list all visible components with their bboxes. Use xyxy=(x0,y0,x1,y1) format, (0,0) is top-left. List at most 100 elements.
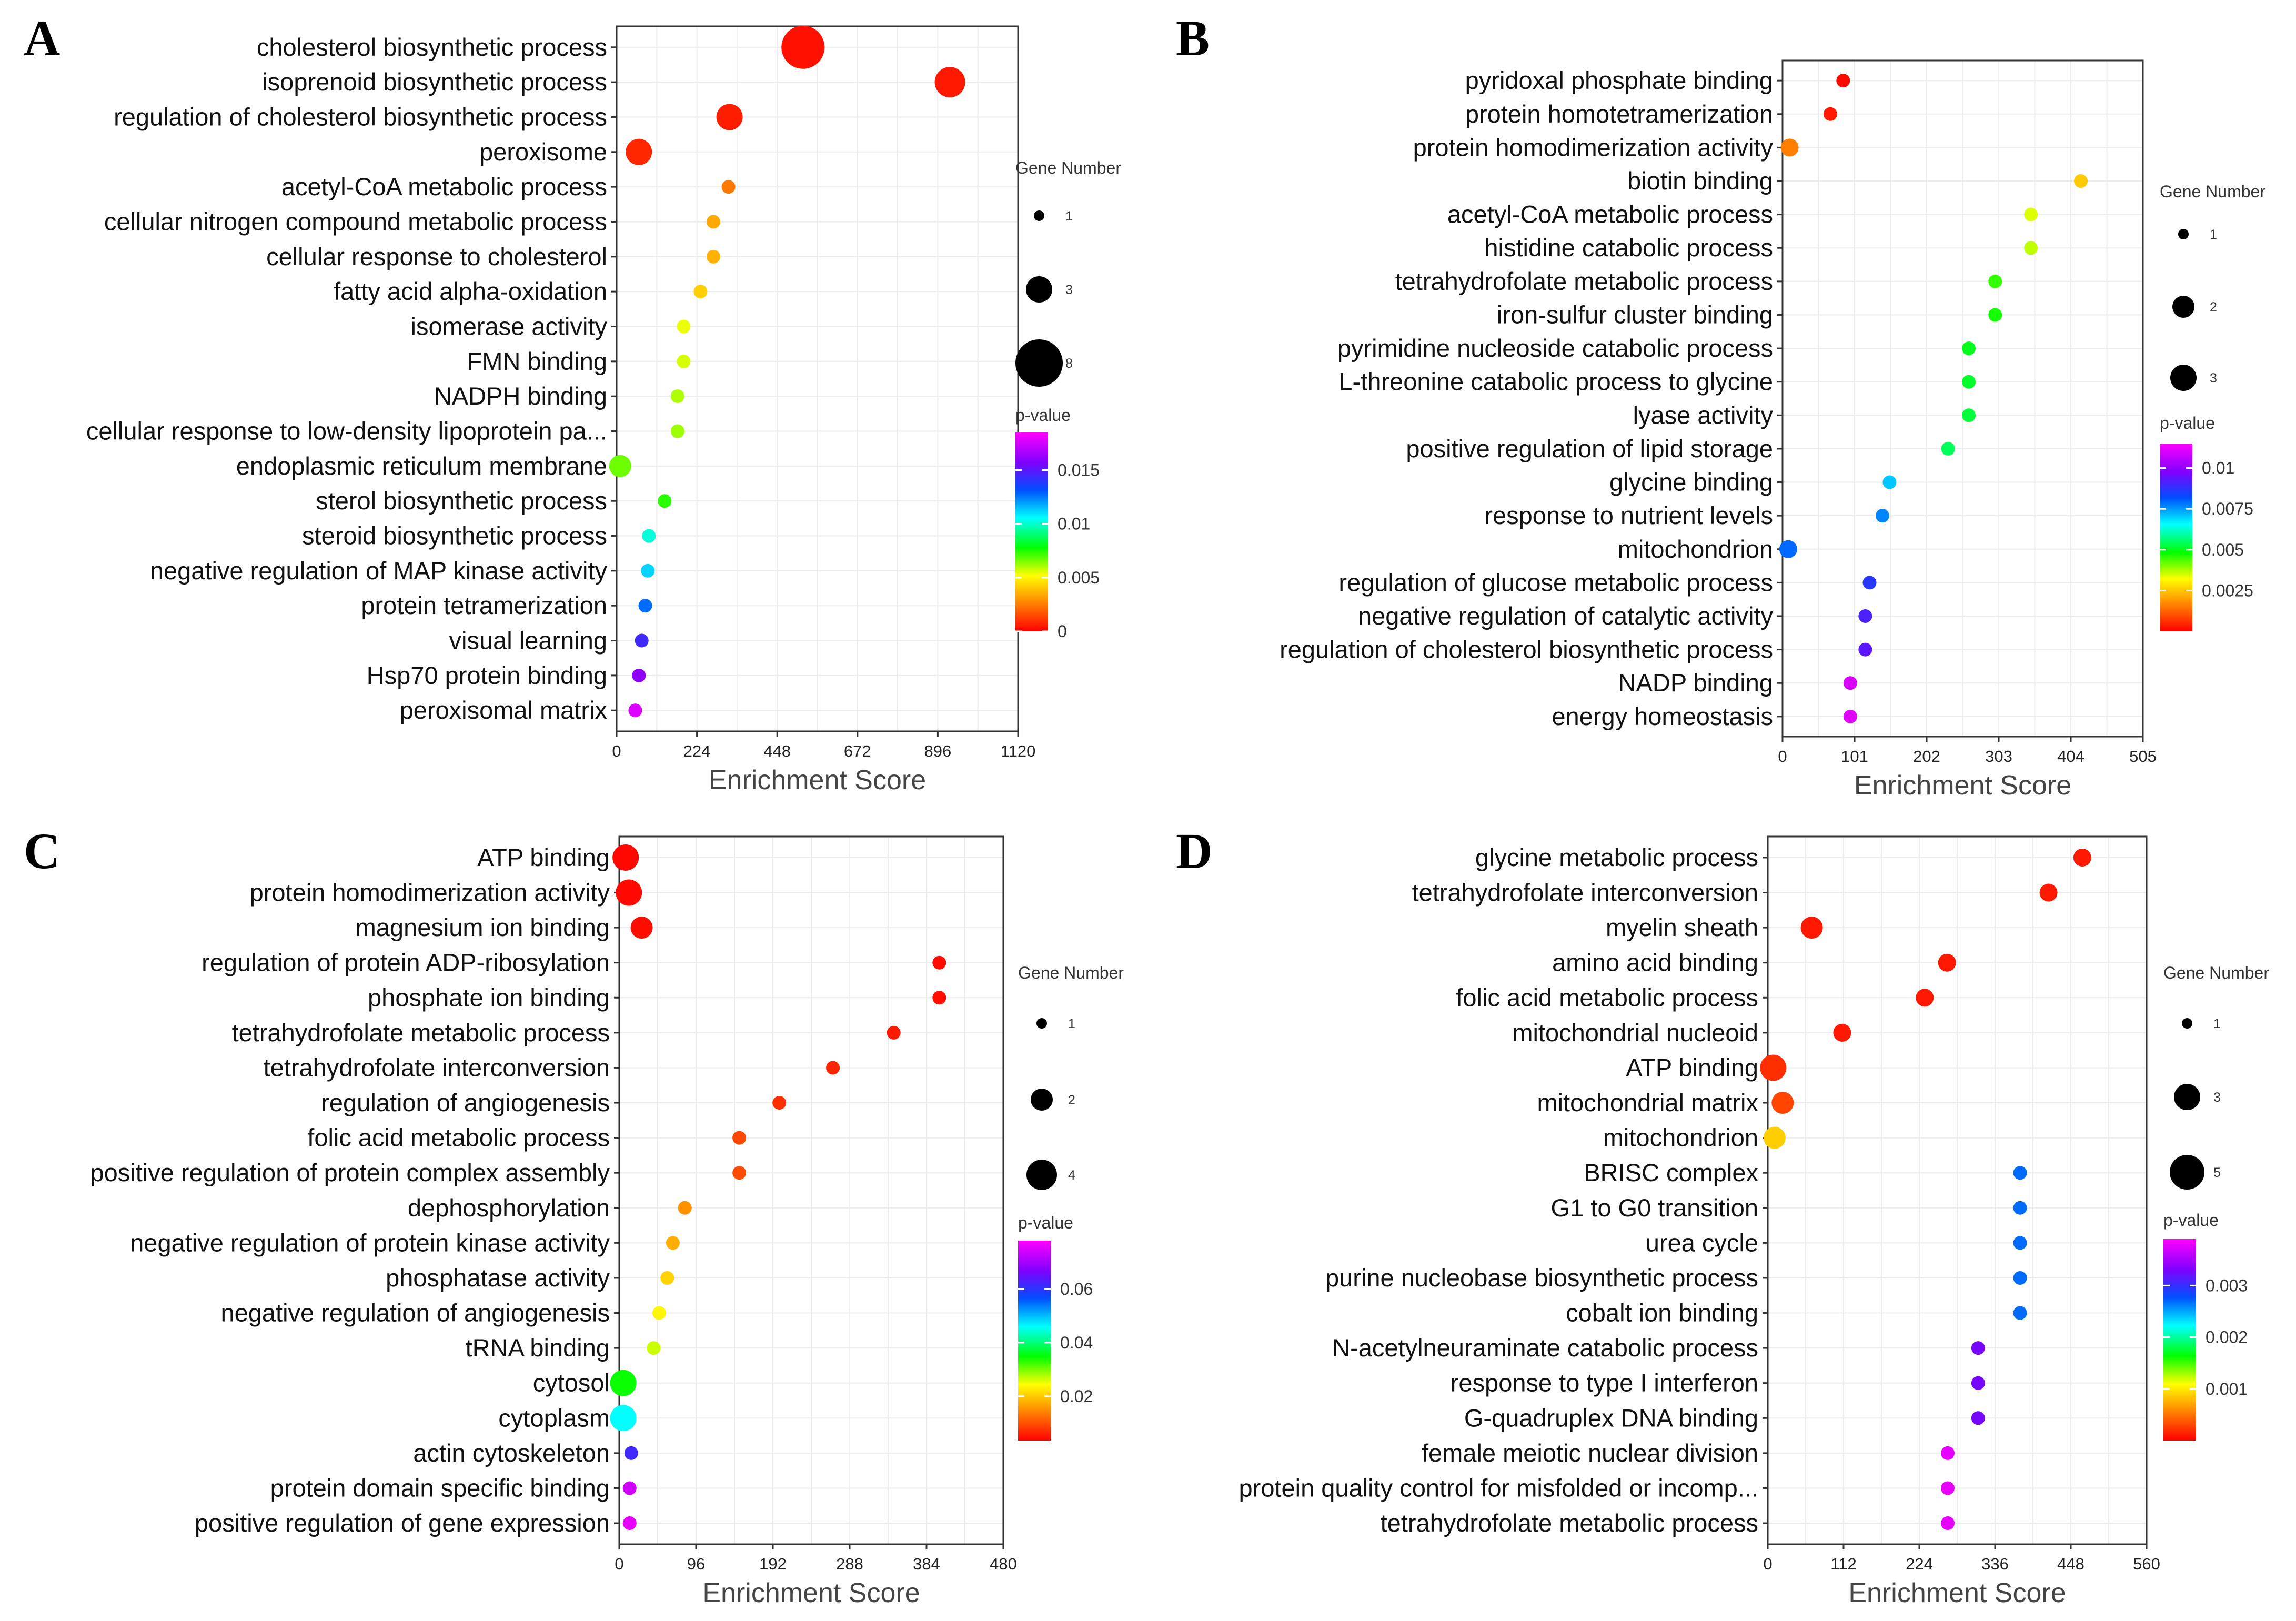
data-point[interactable] xyxy=(624,1446,638,1460)
data-point[interactable] xyxy=(2073,174,2088,188)
data-point[interactable] xyxy=(641,563,655,578)
data-point[interactable] xyxy=(2073,848,2091,867)
data-point[interactable] xyxy=(1836,74,1850,88)
data-point[interactable] xyxy=(772,1096,787,1110)
data-point[interactable] xyxy=(2024,241,2038,255)
data-point[interactable] xyxy=(1760,1054,1787,1081)
category-label: tetrahydrofolate metabolic process xyxy=(1395,267,1773,295)
data-point[interactable] xyxy=(1800,917,1823,939)
data-point[interactable] xyxy=(632,668,646,682)
category-label: G-quadruplex DNA binding xyxy=(1464,1404,1758,1432)
data-point[interactable] xyxy=(652,1306,667,1320)
x-tick-label: 224 xyxy=(1906,1555,1933,1573)
data-point[interactable] xyxy=(622,1516,637,1531)
category-label: cobalt ion binding xyxy=(1566,1299,1758,1327)
category-label: response to type I interferon xyxy=(1451,1369,1758,1397)
data-point[interactable] xyxy=(1858,642,1872,657)
data-point[interactable] xyxy=(626,138,652,165)
data-point[interactable] xyxy=(630,917,653,939)
data-point[interactable] xyxy=(1843,709,1857,723)
data-point[interactable] xyxy=(1938,953,1956,972)
data-point[interactable] xyxy=(1779,540,1797,558)
data-point[interactable] xyxy=(934,67,965,98)
data-point[interactable] xyxy=(1941,1481,1955,1495)
data-point[interactable] xyxy=(732,1131,747,1145)
data-point[interactable] xyxy=(781,25,825,69)
size-legend-title: Gene Number xyxy=(1015,158,1121,177)
data-point[interactable] xyxy=(2039,883,2058,902)
data-point[interactable] xyxy=(2013,1201,2027,1215)
data-point[interactable] xyxy=(887,1025,901,1040)
data-point[interactable] xyxy=(932,955,946,970)
data-point[interactable] xyxy=(706,215,720,229)
data-point[interactable] xyxy=(660,1271,674,1285)
data-point[interactable] xyxy=(1843,676,1857,690)
data-point[interactable] xyxy=(2013,1271,2027,1285)
panel-label: A xyxy=(24,10,60,66)
data-point[interactable] xyxy=(2013,1166,2027,1180)
color-bar-label: 0.04 xyxy=(1060,1333,1093,1352)
size-legend-title: Gene Number xyxy=(2163,963,2269,982)
data-point[interactable] xyxy=(670,424,684,438)
data-point[interactable] xyxy=(1962,341,1976,356)
data-point[interactable] xyxy=(1823,107,1837,121)
data-point[interactable] xyxy=(647,1341,661,1355)
data-point[interactable] xyxy=(716,104,743,130)
data-point[interactable] xyxy=(1862,576,1877,590)
category-label: dephosphorylation xyxy=(408,1194,610,1222)
data-point[interactable] xyxy=(1771,1092,1794,1114)
data-point[interactable] xyxy=(1882,475,1897,489)
data-point[interactable] xyxy=(612,844,639,871)
data-point[interactable] xyxy=(1971,1411,1985,1425)
category-label: ATP binding xyxy=(1626,1053,1758,1081)
data-point[interactable] xyxy=(1875,509,1889,523)
x-tick-label: 0 xyxy=(1763,1555,1772,1573)
data-point[interactable] xyxy=(1971,1341,1985,1355)
data-point[interactable] xyxy=(1988,274,2002,288)
data-point[interactable] xyxy=(670,389,684,404)
data-point[interactable] xyxy=(616,879,642,906)
data-point[interactable] xyxy=(635,633,649,648)
data-point[interactable] xyxy=(2024,207,2038,221)
data-point[interactable] xyxy=(1833,1023,1851,1042)
data-point[interactable] xyxy=(1962,408,1976,422)
data-point[interactable] xyxy=(1971,1376,1985,1390)
data-point[interactable] xyxy=(677,354,691,368)
data-point[interactable] xyxy=(677,319,691,334)
data-point[interactable] xyxy=(609,455,631,477)
data-point[interactable] xyxy=(1962,375,1976,389)
data-point[interactable] xyxy=(2013,1306,2027,1320)
data-point[interactable] xyxy=(1780,138,1799,157)
data-point[interactable] xyxy=(642,529,656,543)
data-point[interactable] xyxy=(1858,609,1872,623)
size-legend-dot xyxy=(1036,1018,1047,1029)
data-point[interactable] xyxy=(678,1201,692,1215)
size-legend-label: 1 xyxy=(1068,1016,1075,1031)
data-point[interactable] xyxy=(666,1236,680,1250)
category-label: mitochondrial nucleoid xyxy=(1512,1019,1758,1046)
data-point[interactable] xyxy=(1941,1516,1955,1531)
category-label: ATP binding xyxy=(477,843,610,871)
color-bar-label: 0.0025 xyxy=(2202,581,2253,600)
data-point[interactable] xyxy=(658,494,672,508)
data-point[interactable] xyxy=(1916,989,1934,1007)
data-point[interactable] xyxy=(628,703,642,718)
data-point[interactable] xyxy=(721,180,736,194)
data-point[interactable] xyxy=(1988,308,2002,322)
color-legend-title: p-value xyxy=(2163,1211,2219,1230)
data-point[interactable] xyxy=(2013,1236,2027,1250)
data-point[interactable] xyxy=(1941,441,1955,456)
data-point[interactable] xyxy=(610,1405,637,1432)
data-point[interactable] xyxy=(610,1370,637,1396)
data-point[interactable] xyxy=(1941,1446,1955,1460)
size-legend-title: Gene Number xyxy=(1018,963,1124,982)
color-bar-label: 0.002 xyxy=(2206,1328,2248,1347)
data-point[interactable] xyxy=(638,599,652,613)
data-point[interactable] xyxy=(622,1481,637,1495)
data-point[interactable] xyxy=(1763,1126,1786,1149)
data-point[interactable] xyxy=(932,991,946,1005)
data-point[interactable] xyxy=(693,285,708,299)
data-point[interactable] xyxy=(732,1166,747,1180)
data-point[interactable] xyxy=(706,249,720,264)
data-point[interactable] xyxy=(826,1061,840,1075)
